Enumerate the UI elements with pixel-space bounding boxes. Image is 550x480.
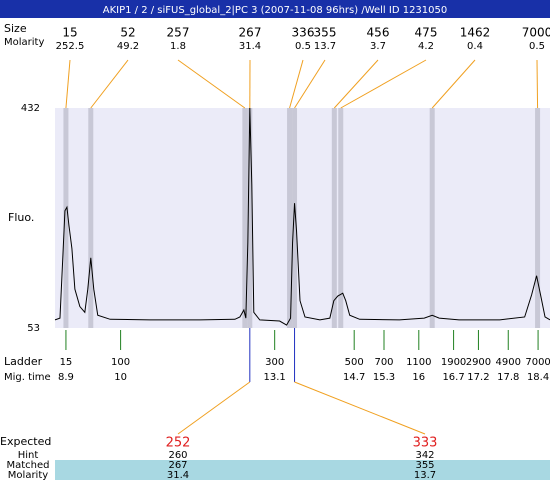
peak-connector	[536, 59, 539, 109]
matched-value: 267	[168, 460, 187, 471]
peak-band	[63, 108, 69, 328]
peak-molarity: 1.8	[170, 41, 186, 52]
peak-size: 336	[292, 26, 315, 40]
peak-band	[535, 108, 541, 328]
title: AKIP1 / 2 / siFUS_global_2|PC 3 (2007-11…	[103, 5, 448, 16]
matched-value: 355	[415, 460, 434, 471]
peak-connector	[340, 59, 427, 109]
peak-connector	[90, 59, 129, 109]
peak-band	[292, 108, 298, 328]
peak-connector	[289, 59, 304, 109]
peak-band	[287, 108, 293, 328]
peak-molarity: 0.5	[529, 41, 545, 52]
expected-label: Expected	[0, 435, 51, 448]
peak-size: 456	[367, 26, 390, 40]
ladder-size: 100	[111, 357, 130, 368]
trace	[54, 107, 550, 326]
y-tick-label: 53	[27, 323, 40, 334]
ladder-size: 1100	[406, 357, 431, 368]
ladder-size: 700	[374, 357, 393, 368]
ladder-time: 15.3	[373, 372, 395, 383]
ladder-size: 15	[60, 357, 73, 368]
peak-size: 52	[120, 26, 135, 40]
peak-connector	[65, 59, 71, 109]
y-label: Fluo.	[8, 211, 34, 224]
ladder-label: Ladder	[4, 355, 43, 368]
ladder-size: 1900	[441, 357, 466, 368]
peak-size: 7000	[522, 26, 550, 40]
molarity-value: 31.4	[167, 470, 189, 480]
ladder-time: 17.8	[497, 372, 519, 383]
peak-size: 267	[239, 26, 262, 40]
peak-connector	[431, 59, 476, 109]
peak-molarity: 0.5	[295, 41, 311, 52]
ladder-time: 18.4	[527, 372, 549, 383]
ladder-size: 4900	[496, 357, 521, 368]
peak-band	[242, 108, 248, 328]
expected-connector	[294, 381, 426, 435]
matched-rows-bg	[55, 460, 550, 480]
plot-area	[55, 108, 550, 328]
peak-size: 15	[62, 26, 77, 40]
molarity-label: Molarity	[4, 37, 44, 48]
molarity-value: 13.7	[414, 470, 436, 480]
matched-label: Matched	[6, 460, 49, 471]
peak-size: 355	[314, 26, 337, 40]
ladder-time: 17.2	[467, 372, 489, 383]
peak-molarity: 49.2	[117, 41, 139, 52]
expected-connector	[177, 381, 251, 435]
ladder-time: 8.9	[58, 372, 74, 383]
peak-size: 257	[167, 26, 190, 40]
expected-value: 333	[413, 436, 438, 451]
ladder-time: 16	[412, 372, 425, 383]
peak-molarity: 13.7	[314, 41, 336, 52]
ladder-time: 13.1	[264, 372, 286, 383]
peak-band	[247, 108, 253, 328]
peak-molarity: 0.4	[467, 41, 483, 52]
ladder-size: 2900	[466, 357, 491, 368]
ladder-time: 10	[114, 372, 127, 383]
ladder-time: 14.7	[343, 372, 365, 383]
expected-value: 252	[166, 436, 191, 451]
ladder-size: 500	[345, 357, 364, 368]
peak-connector	[333, 59, 379, 109]
peak-connector	[177, 59, 246, 109]
peak-band	[331, 108, 337, 328]
ladder-time: 16.7	[442, 372, 464, 383]
peak-molarity: 31.4	[239, 41, 261, 52]
peak-band	[88, 108, 94, 328]
peak-molarity: 252.5	[56, 41, 85, 52]
hint-label: Hint	[18, 450, 39, 461]
hint-value: 342	[415, 450, 434, 461]
molarity-row-label: Molarity	[8, 470, 48, 480]
peak-molarity: 3.7	[370, 41, 386, 52]
peak-band	[338, 108, 344, 328]
ladder-size: 7000	[525, 357, 550, 368]
title-bar	[0, 0, 550, 18]
peak-size: 1462	[460, 26, 491, 40]
hint-value: 260	[168, 450, 187, 461]
peak-molarity: 4.2	[418, 41, 434, 52]
y-tick-label: 432	[21, 103, 40, 114]
peak-connector	[294, 59, 326, 109]
peak-band	[429, 108, 435, 328]
peak-size: 475	[415, 26, 438, 40]
size-label: Size	[4, 22, 27, 35]
mig-time-label: Mig. time	[4, 372, 51, 383]
ladder-size: 300	[265, 357, 284, 368]
